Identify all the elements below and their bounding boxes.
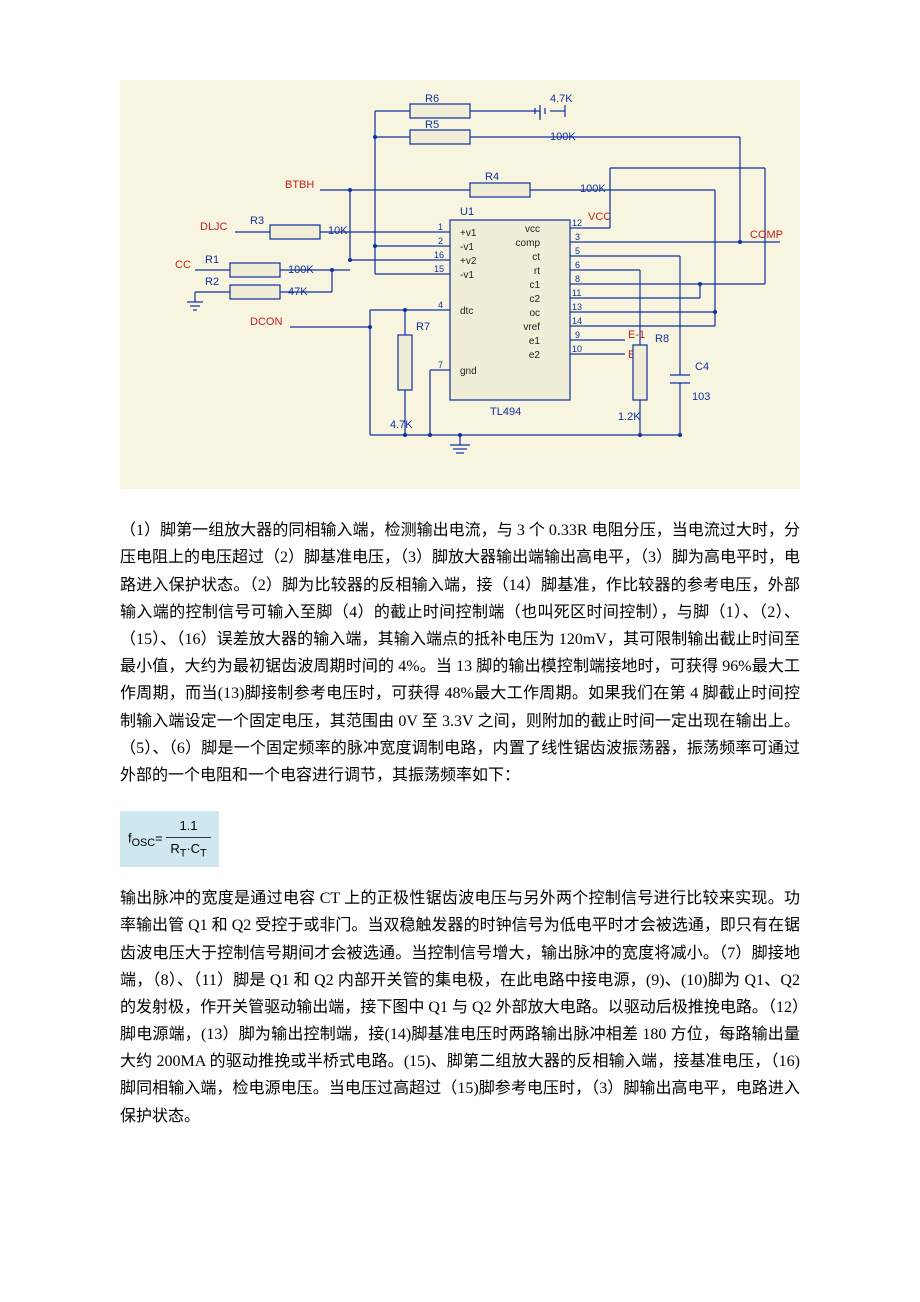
svg-text:C4: C4 [695, 361, 709, 373]
svg-text:1.2K: 1.2K [618, 411, 641, 423]
svg-text:+v1: +v1 [460, 228, 477, 239]
terminal-cc: CC [175, 259, 191, 271]
svg-text:+v2: +v2 [460, 256, 477, 267]
svg-text:e1: e1 [529, 336, 541, 347]
svg-text:4: 4 [438, 300, 443, 310]
svg-text:R7: R7 [416, 321, 430, 333]
svg-text:oc: oc [529, 308, 540, 319]
svg-text:R2: R2 [205, 276, 219, 288]
paragraph-2: 输出脉冲的宽度是通过电容 CT 上的正极性锯齿波电压与另外两个控制信号进行比较来… [120, 885, 800, 1130]
svg-text:10: 10 [572, 344, 582, 354]
svg-text:1: 1 [438, 222, 443, 232]
svg-text:-v1: -v1 [460, 242, 474, 253]
svg-text:rt: rt [534, 266, 540, 277]
svg-text:5: 5 [575, 246, 580, 256]
terminal-dcon: DCON [250, 316, 282, 328]
svg-text:100K: 100K [580, 183, 606, 195]
svg-text:16: 16 [434, 250, 444, 260]
paragraph-1: （1）脚第一组放大器的同相输入端，检测输出电流，与 3 个 0.33R 电阻分压… [120, 517, 800, 789]
terminal-e1: E-1 [628, 329, 645, 341]
svg-text:R5: R5 [425, 119, 439, 131]
svg-text:9: 9 [575, 330, 580, 340]
svg-text:13: 13 [572, 302, 582, 312]
terminal-btbh: BTBH [285, 179, 314, 191]
svg-text:10K: 10K [328, 225, 348, 237]
svg-text:2: 2 [438, 236, 443, 246]
svg-text:6: 6 [575, 260, 580, 270]
terminal-vcc: VCC [588, 211, 611, 223]
svg-text:c2: c2 [529, 294, 540, 305]
svg-text:11: 11 [572, 288, 581, 298]
svg-text:R3: R3 [250, 215, 264, 227]
oscillation-formula: fOSC= 1.1 RT·CT [120, 811, 219, 867]
svg-text:e2: e2 [529, 350, 541, 361]
terminal-comp: COMP [750, 229, 783, 241]
svg-text:15: 15 [434, 264, 444, 274]
svg-text:c1: c1 [529, 280, 540, 291]
svg-text:R1: R1 [205, 254, 219, 266]
svg-text:dtc: dtc [460, 306, 473, 317]
terminal-dljc: DLJC [200, 221, 228, 233]
svg-text:R4: R4 [485, 171, 499, 183]
svg-text:103: 103 [692, 391, 710, 403]
svg-text:3: 3 [575, 232, 580, 242]
circuit-diagram: U1 TL494 1 +v1 2 -v1 16 +v2 15 -v1 4 dtc 7 gnd… [120, 80, 800, 489]
svg-text:R8: R8 [655, 333, 669, 345]
svg-text:-v1: -v1 [460, 270, 474, 281]
svg-text:vref: vref [523, 322, 540, 333]
svg-text:R6: R6 [425, 93, 439, 105]
svg-text:ct: ct [532, 252, 540, 263]
svg-text:gnd: gnd [460, 366, 477, 377]
svg-text:7: 7 [438, 360, 443, 370]
chip-ref: U1 [460, 206, 474, 218]
chip-part: TL494 [490, 406, 521, 418]
svg-text:4.7K: 4.7K [390, 419, 413, 431]
svg-text:12: 12 [572, 218, 582, 228]
svg-text:4.7K: 4.7K [550, 93, 573, 105]
svg-text:vcc: vcc [525, 224, 540, 235]
svg-text:14: 14 [572, 316, 582, 326]
svg-text:comp: comp [516, 238, 541, 249]
svg-text:8: 8 [575, 274, 580, 284]
